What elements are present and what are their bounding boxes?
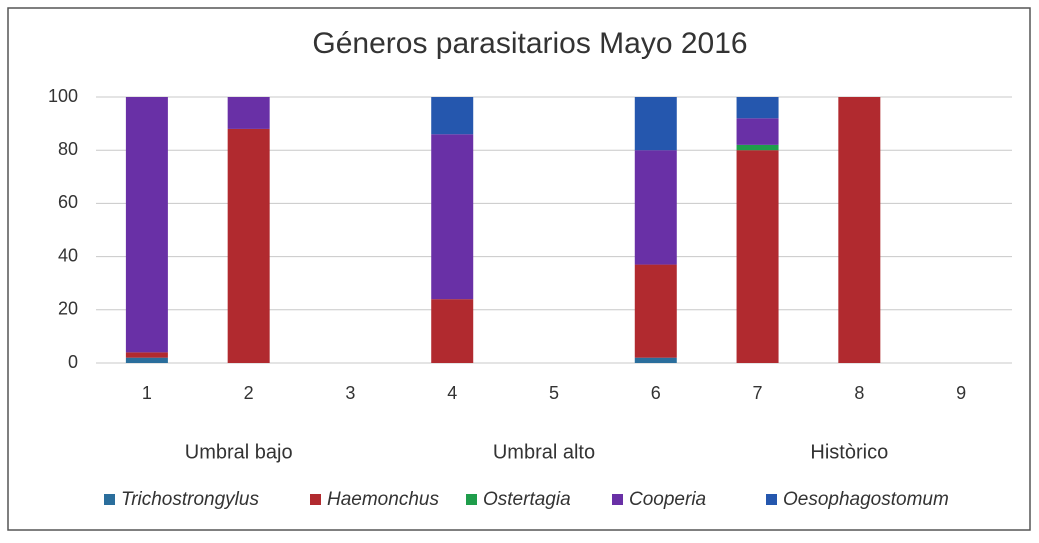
legend-swatch (310, 494, 321, 505)
bar-segment (634, 264, 677, 358)
y-tick-label: 40 (58, 245, 78, 265)
legend-label: Ostertagia (483, 489, 571, 510)
legend-label: Cooperia (629, 489, 706, 510)
legend-swatch (104, 494, 115, 505)
chart-title: Géneros parasitarios Mayo 2016 (312, 27, 747, 60)
x-tick-label: 3 (345, 383, 355, 403)
x-tick-label: 1 (142, 383, 152, 403)
bar-segment (838, 97, 881, 363)
group-label: Històrico (810, 441, 888, 463)
x-tick-label: 6 (651, 383, 661, 403)
group-label: Umbral alto (493, 441, 595, 463)
x-tick-label: 4 (447, 383, 457, 403)
bar-segment (736, 118, 779, 145)
bar-segment (634, 97, 677, 151)
bar-segment (125, 97, 168, 353)
legend-swatch (612, 494, 623, 505)
y-tick-label: 60 (58, 192, 78, 212)
y-tick-label: 80 (58, 139, 78, 159)
x-tick-label: 9 (956, 383, 966, 403)
bar-segment (634, 150, 677, 265)
bar-segment (227, 97, 270, 129)
bar-segment (431, 134, 474, 300)
bar-segment (431, 97, 474, 135)
bar-segment (431, 299, 474, 363)
bar-segment (736, 97, 779, 119)
group-label: Umbral bajo (185, 441, 293, 463)
bar-segment (736, 150, 779, 363)
bar-segment (736, 144, 779, 151)
x-tick-label: 2 (244, 383, 254, 403)
x-tick-label: 8 (854, 383, 864, 403)
bar-segment (634, 357, 677, 363)
y-tick-label: 0 (68, 352, 78, 372)
x-tick-label: 5 (549, 383, 559, 403)
bar-segment (125, 357, 168, 363)
bar-segment (227, 128, 270, 363)
x-tick-label: 7 (753, 383, 763, 403)
legend-label: Oesophagostomum (783, 489, 949, 510)
y-tick-label: 20 (58, 299, 78, 319)
legend-swatch (766, 494, 777, 505)
bar-segment (125, 352, 168, 358)
y-tick-label: 100 (48, 86, 78, 106)
legend-label: Trichostrongylus (121, 489, 259, 510)
legend-swatch (466, 494, 477, 505)
legend-label: Haemonchus (327, 489, 439, 510)
